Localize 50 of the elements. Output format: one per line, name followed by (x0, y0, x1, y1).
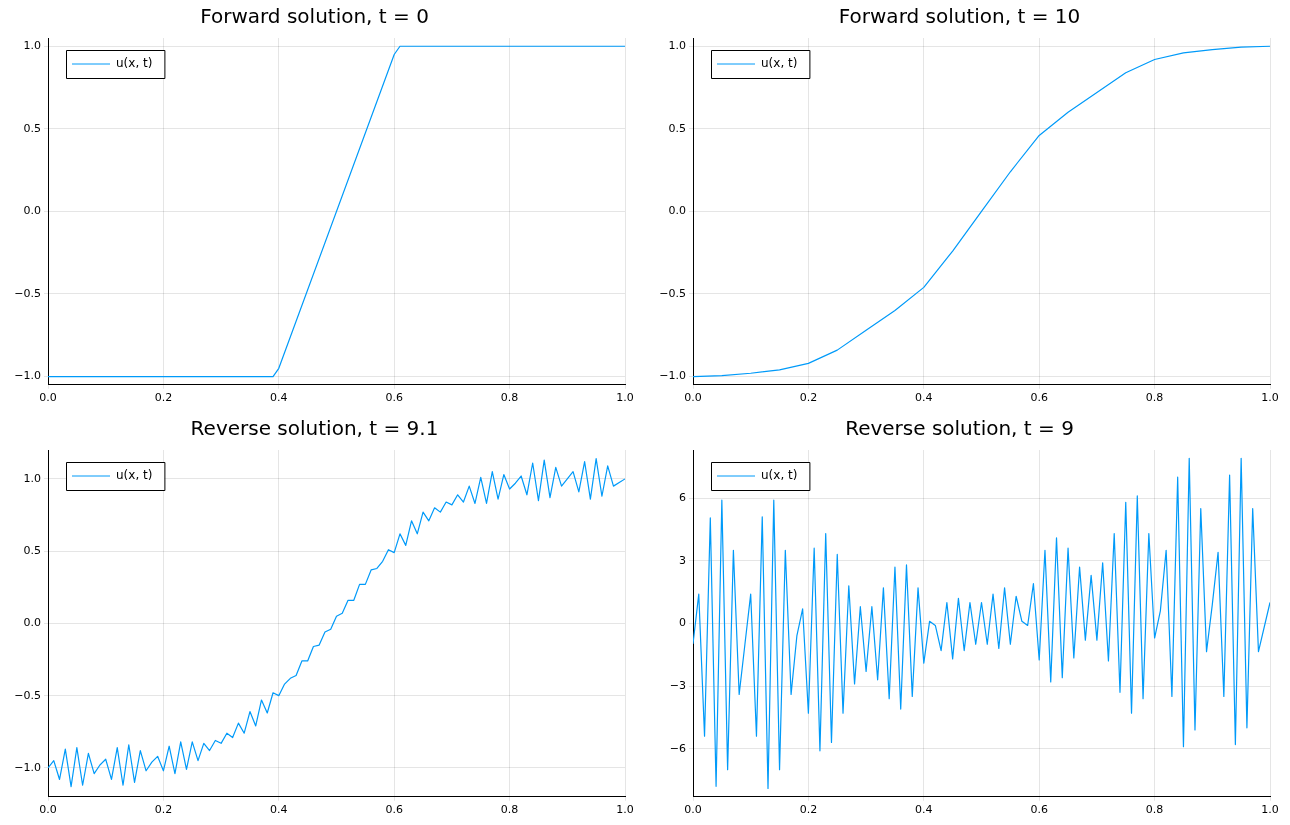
y-tick-label: −1.0 (659, 369, 686, 383)
y-tick-label: −1.0 (14, 369, 41, 383)
y-tick-label: 0.5 (23, 121, 41, 135)
y-tick-label: 6 (679, 490, 686, 504)
y-tick-label: −0.5 (659, 286, 686, 300)
x-tick-label: 0.0 (39, 391, 57, 405)
y-tick-label: 0.5 (668, 121, 686, 135)
y-tick-label: 3 (679, 553, 686, 567)
x-tick-label: 0.4 (915, 803, 933, 817)
x-tick-label: 0.2 (154, 803, 173, 817)
x-tick-label: 0.8 (500, 803, 519, 817)
y-tick-label: 0.0 (668, 204, 686, 218)
legend-label: u(x, t) (116, 56, 153, 71)
y-tick-label: −6 (669, 741, 686, 755)
x-tick-label: 0.4 (915, 391, 933, 405)
x-tick-label: 0.2 (799, 391, 818, 405)
x-tick-label: 0.0 (39, 803, 57, 817)
chart-title: Reverse solution, t = 9 (845, 416, 1074, 441)
x-tick-label: 1.0 (1261, 391, 1279, 405)
x-tick-label: 0.6 (1030, 803, 1048, 817)
legend-label: u(x, t) (761, 56, 798, 71)
y-tick-label: −0.5 (14, 286, 41, 300)
y-tick-label: 1.0 (23, 39, 41, 53)
y-tick-label: −0.5 (14, 688, 41, 702)
legend-label: u(x, t) (761, 468, 798, 483)
legend-label: u(x, t) (116, 468, 153, 483)
y-tick-label: −3 (669, 678, 686, 692)
y-tick-label: −1.0 (14, 760, 41, 774)
y-tick-label: 0.0 (23, 204, 41, 218)
x-tick-label: 1.0 (1261, 803, 1279, 817)
y-tick-label: 1.0 (23, 471, 41, 485)
chart-title: Forward solution, t = 10 (838, 4, 1081, 29)
x-tick-label: 0.6 (1030, 391, 1048, 405)
chart-title: Reverse solution, t = 9.1 (190, 416, 439, 441)
x-tick-label: 0.6 (385, 391, 403, 405)
x-tick-label: 0.2 (799, 803, 818, 817)
x-tick-label: 0.8 (500, 391, 519, 405)
x-tick-label: 1.0 (616, 391, 634, 405)
y-tick-label: 1.0 (668, 39, 686, 53)
x-tick-label: 0.8 (1145, 803, 1164, 817)
x-tick-label: 1.0 (616, 803, 634, 817)
x-tick-label: 0.8 (1145, 391, 1164, 405)
x-tick-label: 0.6 (385, 803, 403, 817)
y-tick-label: 0 (679, 616, 686, 630)
chart-title: Forward solution, t = 0 (200, 4, 429, 29)
y-tick-label: 0.0 (23, 616, 41, 630)
y-tick-label: 0.5 (23, 544, 41, 558)
x-tick-label: 0.4 (270, 803, 288, 817)
x-tick-label: 0.2 (154, 391, 173, 405)
x-tick-label: 0.4 (270, 391, 288, 405)
